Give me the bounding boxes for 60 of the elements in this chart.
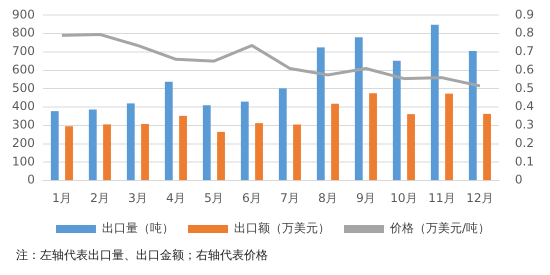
x-tick-label: 8月 bbox=[318, 190, 338, 205]
y-tick-label: 0 bbox=[27, 172, 35, 187]
y2-tick-label: 0.6 bbox=[514, 62, 534, 76]
y2-tick-label: 0.7 bbox=[514, 44, 534, 58]
y2-tick-label: 0.1 bbox=[514, 154, 534, 168]
bar bbox=[483, 114, 491, 180]
y-tick-label: 700 bbox=[12, 44, 35, 58]
bar bbox=[392, 60, 401, 180]
text: 注：左轴代表出口量、出口金额；右轴代表价格 bbox=[16, 247, 268, 264]
bar bbox=[445, 94, 453, 180]
bar bbox=[179, 116, 187, 180]
y-tick-label: 900 bbox=[12, 7, 35, 22]
y2-tick-label: 0.3 bbox=[514, 118, 534, 132]
y2-tick-label: 0.8 bbox=[514, 26, 534, 40]
bar bbox=[278, 88, 287, 180]
x-tick-label: 5月 bbox=[204, 190, 224, 205]
bar bbox=[88, 109, 97, 180]
bar bbox=[468, 51, 477, 180]
x-tick-label: 9月 bbox=[356, 190, 376, 205]
x-tick-label: 7月 bbox=[280, 190, 300, 205]
y-tick-label: 800 bbox=[12, 26, 35, 40]
y2-tick-label: 0.2 bbox=[514, 136, 534, 150]
bar bbox=[331, 104, 339, 180]
x-tick-label: 11月 bbox=[428, 190, 456, 205]
y2-tick-label: 0.4 bbox=[514, 99, 534, 114]
legend-label: 价格（万美元/吨） bbox=[388, 221, 490, 236]
bar bbox=[164, 82, 173, 180]
x-tick-label: 10月 bbox=[390, 190, 418, 205]
bar bbox=[255, 123, 263, 180]
y2-tick-label: 0.9 bbox=[514, 7, 534, 22]
y-tick-label: 100 bbox=[12, 154, 35, 168]
bar bbox=[430, 24, 439, 180]
x-tick-label: 6月 bbox=[242, 190, 262, 205]
bar bbox=[65, 126, 73, 180]
x-tick-label: 3月 bbox=[128, 190, 148, 205]
y2-tick-label: 0 bbox=[514, 172, 523, 187]
bar bbox=[50, 111, 59, 180]
y-tick-label: 300 bbox=[12, 118, 35, 132]
x-tick-label: 4月 bbox=[166, 190, 186, 205]
x-tick-label: 2月 bbox=[90, 190, 110, 205]
bar bbox=[126, 103, 135, 180]
y-tick-label: 600 bbox=[12, 62, 35, 76]
legend-label: 出口量（吨） bbox=[102, 221, 174, 236]
bar bbox=[407, 114, 415, 180]
x-tick-label: 1月 bbox=[52, 190, 72, 205]
y-tick-label: 400 bbox=[12, 99, 35, 114]
bar bbox=[217, 132, 225, 180]
y-tick-label: 200 bbox=[12, 136, 35, 150]
bar bbox=[141, 124, 149, 180]
x-tick-label: 12月 bbox=[466, 190, 494, 205]
bar bbox=[354, 37, 363, 180]
bar bbox=[369, 93, 377, 180]
bar bbox=[240, 102, 249, 180]
bar bbox=[202, 105, 211, 180]
bar bbox=[293, 124, 301, 180]
bar bbox=[316, 47, 325, 180]
y-tick-label: 500 bbox=[12, 80, 35, 95]
y2-tick-label: 0.5 bbox=[514, 80, 534, 95]
bar bbox=[103, 124, 111, 180]
legend-label: 出口额（万美元） bbox=[234, 221, 330, 236]
